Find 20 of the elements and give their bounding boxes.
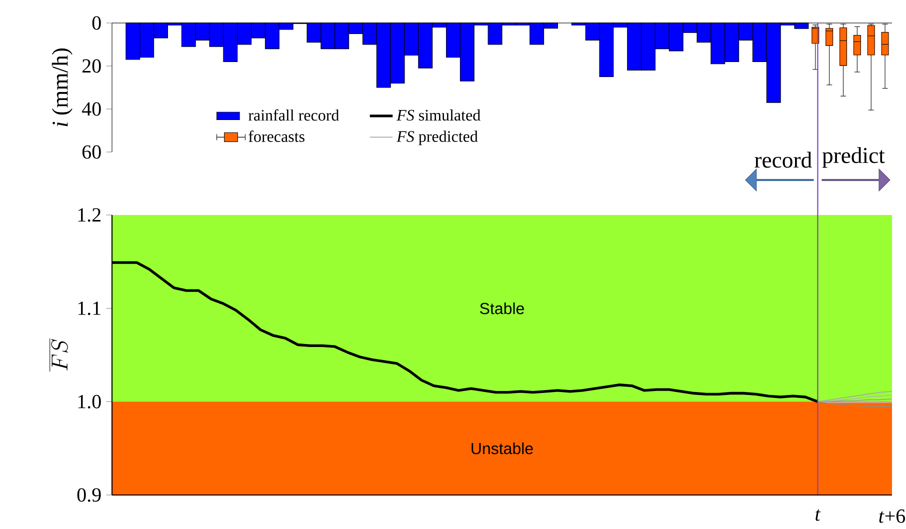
y-tick-label: 40: [82, 102, 101, 116]
text: FS predicted: [396, 130, 478, 146]
y-tick-label: 0.9: [77, 488, 101, 502]
y-axis-title: i (mm/h): [52, 48, 72, 126]
y-tick-label: 20: [82, 59, 101, 73]
y-tick-label: 1.0: [78, 394, 101, 408]
text: FS simulated: [396, 109, 480, 121]
band-label: Unstable: [472, 442, 533, 454]
band-label: Stable: [480, 302, 524, 314]
x-tick-label: t+6: [879, 509, 906, 523]
annotation: predict: [822, 147, 885, 168]
y-axis-title: $\overline{FS}$: [50, 338, 68, 372]
y-tick-label: 1.1: [78, 302, 100, 316]
legend-label: rainfall record: [248, 109, 340, 121]
y-tick-label: 0: [92, 16, 101, 30]
y-tick-label: 1.2: [78, 208, 100, 222]
legend-label: forecasts: [248, 130, 304, 142]
x-tick-label: t: [816, 509, 821, 521]
y-tick-label: 60: [82, 145, 101, 159]
annotation: record: [754, 152, 812, 168]
